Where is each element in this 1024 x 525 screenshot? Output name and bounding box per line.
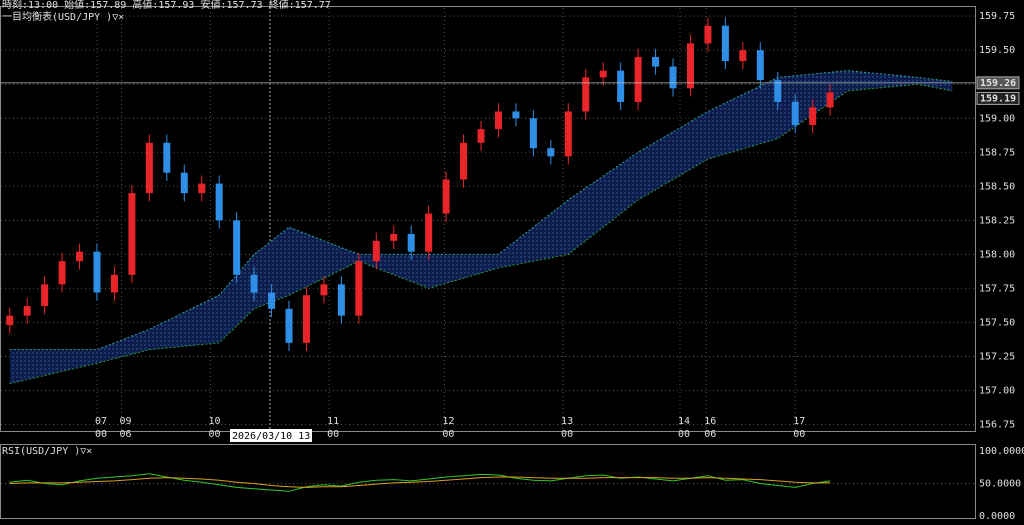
candle-body: [6, 315, 14, 326]
candle-body: [163, 142, 171, 173]
candle-body: [739, 50, 747, 62]
y-tick-label: 100.0000: [979, 446, 1024, 457]
x-tick-label: 09: [119, 416, 131, 427]
candle-body: [774, 80, 782, 102]
candle-body: [23, 306, 31, 316]
candle-body: [791, 101, 799, 126]
x-tick-label: 10: [208, 416, 220, 427]
candle-body: [233, 220, 241, 275]
candle-body: [180, 172, 188, 194]
candle-body: [355, 261, 363, 316]
rsi-label[interactable]: RSI(USD/JPY )▽×: [2, 446, 92, 457]
x-tick-sublabel: 00: [327, 429, 339, 440]
candle-body: [215, 183, 223, 221]
x-tick-label: 12: [442, 416, 454, 427]
candle-body: [512, 111, 520, 119]
x-tick-label: 14: [678, 416, 690, 427]
candle-body: [407, 233, 415, 252]
x-tick-label: 17: [793, 416, 805, 427]
x-tick-sublabel: 00: [678, 429, 690, 440]
price-panel-frame: [0, 6, 976, 432]
x-tick-sublabel: 00: [793, 429, 805, 440]
candle-body: [704, 25, 712, 44]
x-tick-sublabel: 00: [561, 429, 573, 440]
candle-body: [564, 111, 572, 157]
candle-body: [145, 142, 153, 194]
x-tick-sublabel: 00: [442, 429, 454, 440]
y-tick-label: 159.00: [979, 113, 1015, 124]
x-tick-sublabel: 06: [704, 429, 716, 440]
price-marker-box: [976, 91, 1020, 105]
y-tick-label: 156.75: [979, 420, 1015, 431]
y-tick-label: 158.00: [979, 249, 1015, 260]
x-tick-sublabel: 00: [95, 429, 107, 440]
y-tick-label: 158.75: [979, 147, 1015, 158]
y-tick-label: 157.25: [979, 351, 1015, 362]
candle-body: [547, 148, 555, 157]
candle-body: [110, 274, 118, 293]
y-tick-label: 0.0000: [979, 511, 1015, 522]
candle-body: [58, 261, 66, 285]
x-tick-label: 16: [704, 416, 716, 427]
candle-body: [302, 295, 310, 343]
cursor-label: 2026/03/10 13:00: [232, 431, 328, 442]
candle-body: [390, 233, 398, 241]
rsi-line: [9, 476, 831, 488]
chart-title: 時刻:13:00 始値:157.89 高値:157.93 安値:157.73 終…: [2, 0, 331, 11]
candle-body: [460, 142, 468, 180]
candle-body: [425, 213, 433, 252]
candle-body: [634, 57, 642, 102]
cursor-label-box: [230, 429, 312, 442]
y-tick-label: 157.75: [979, 283, 1015, 294]
x-tick-label: 07: [95, 416, 107, 427]
x-tick-sublabel: 00: [208, 429, 220, 440]
candle-body: [128, 193, 136, 275]
candle-body: [529, 118, 537, 149]
cloud-span-line: [9, 70, 953, 351]
candle-body: [652, 57, 660, 67]
x-tick-label: 11: [327, 416, 339, 427]
y-tick-label: 159.50: [979, 45, 1015, 56]
candle-body: [477, 129, 485, 143]
candle-body: [320, 284, 328, 296]
indicator-label[interactable]: 一目均衡表(USD/JPY )▽×: [2, 10, 124, 23]
candle-body: [582, 77, 590, 112]
candle-body: [669, 66, 677, 89]
candle-body: [756, 50, 764, 81]
candle-body: [721, 25, 729, 62]
candle-body: [826, 92, 834, 108]
candle-body: [442, 179, 450, 214]
y-tick-label: 158.50: [979, 181, 1015, 192]
candle-body: [494, 111, 502, 130]
y-tick-label: 159.75: [979, 11, 1015, 22]
candle-body: [599, 70, 607, 78]
price-marker-label: 159.26: [980, 78, 1016, 89]
x-tick-label: 13: [561, 416, 573, 427]
candle-body: [686, 43, 694, 89]
y-tick-label: 158.25: [979, 215, 1015, 226]
candle-body: [93, 251, 101, 293]
cloud-area: [9, 70, 953, 384]
candle-body: [337, 284, 345, 316]
candle-body: [250, 274, 258, 293]
candle-body: [198, 183, 206, 194]
x-tick-sublabel: 06: [119, 429, 131, 440]
y-tick-label: 50.0000: [979, 479, 1021, 490]
price-marker-box: [976, 76, 1020, 90]
price-marker-label: 159.19: [980, 93, 1016, 104]
candle-body: [617, 70, 625, 102]
y-tick-label: 157.50: [979, 317, 1015, 328]
candle-body: [268, 292, 276, 309]
candle-body: [372, 240, 380, 262]
candle-body: [809, 107, 817, 126]
candle-body: [41, 284, 49, 307]
candle-body: [76, 251, 84, 262]
candle-body: [285, 308, 293, 343]
rsi-panel-frame: [0, 444, 976, 519]
y-tick-label: 157.00: [979, 386, 1015, 397]
